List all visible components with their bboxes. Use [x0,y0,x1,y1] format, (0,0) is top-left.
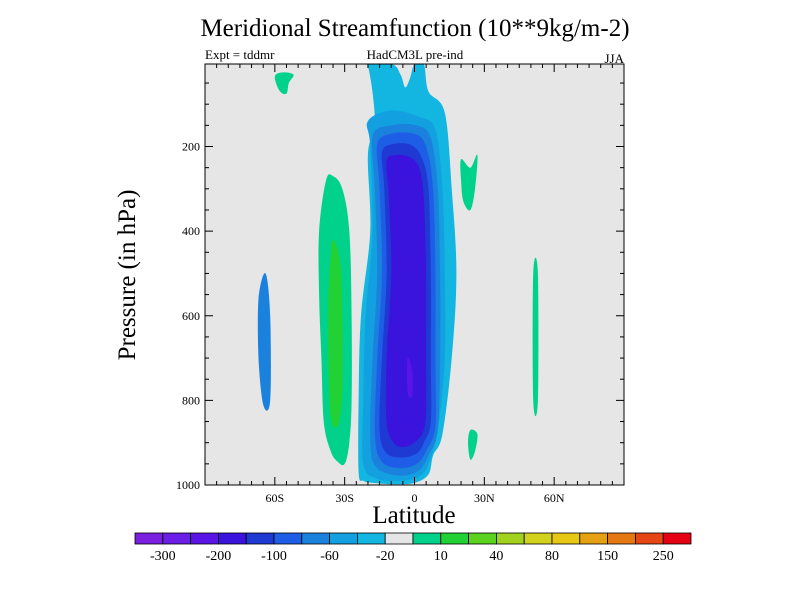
minor-ticks [205,64,624,485]
x-tick-label: 30S [335,491,354,505]
colorbar-swatch [579,532,608,545]
colorbar-swatch [384,532,414,545]
colorbar-swatch [440,532,469,545]
contour-region-12 [468,429,478,460]
contour-region-7 [257,273,271,411]
y-axis-title: Pressure (in hPa) [114,189,141,361]
colorbar-swatch [551,532,581,545]
colorbar-swatch [162,532,192,545]
colorbar-swatch [301,532,330,545]
colorbar-label: 10 [434,549,448,564]
y-axis: 200 400 600 800 1000 [176,140,624,492]
x-tick-label: 0 [412,491,418,505]
colorbar-swatch [412,532,442,545]
colorbar: -300 -200 -100 -60 -20 10 40 80 150 250 [134,532,692,564]
colorbar-swatch [217,532,247,545]
contour-region-6 [406,357,413,399]
colorbar-swatch [329,532,358,545]
colorbar-label: -20 [376,549,395,564]
y-tick-label: 600 [182,309,200,323]
colorbar-swatch [245,532,275,545]
x-tick-label: 60S [265,491,284,505]
colorbar-swatch [495,532,525,545]
colorbar-swatch [134,532,164,545]
colorbar-label: -300 [150,549,176,564]
colorbar-label: 40 [489,549,503,564]
contour-region-11 [460,154,478,211]
season-label: JJA [604,51,624,66]
contour-region-10 [328,239,343,428]
y-tick-label: 200 [182,140,200,154]
colorbar-label: -60 [320,549,339,564]
contour-region-8 [274,72,294,95]
colorbar-label: 150 [597,549,618,564]
colorbar-swatch [468,532,497,545]
colorbar-swatch [607,532,636,545]
y-tick-label: 1000 [176,478,200,492]
colorbar-swatch [635,532,664,545]
colorbar-swatch [273,532,303,545]
y-tick-label: 800 [182,393,200,407]
colorbar-label: 80 [545,549,559,564]
contour-region-13 [532,257,539,417]
contour-region-5 [385,154,427,448]
x-tick-label: 60N [544,491,565,505]
model-label: HadCM3L pre-ind [366,47,464,62]
contour-fills [257,64,539,485]
colorbar-swatch [662,532,692,545]
chart-title: Meridional Streamfunction (10**9kg/m-2) [200,15,630,42]
experiment-label: Expt = tddmr [205,47,275,62]
x-tick-label: 30N [474,491,495,505]
colorbar-label: 250 [653,549,674,564]
y-tick-label: 400 [182,224,200,238]
x-axis: 60S 30S 0 30N 60N [265,64,565,505]
x-axis-title: Latitude [372,502,456,529]
colorbar-label: -100 [261,549,287,564]
colorbar-swatch [523,532,553,545]
colorbar-swatch [356,532,386,545]
colorbar-label: -200 [206,549,232,564]
colorbar-swatch [190,532,219,545]
